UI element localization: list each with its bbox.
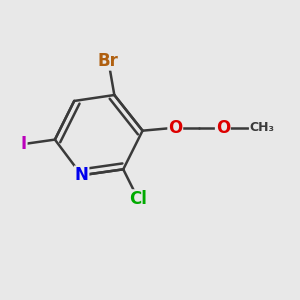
- Text: Br: Br: [98, 52, 119, 70]
- Text: Cl: Cl: [129, 190, 147, 208]
- Text: O: O: [168, 119, 182, 137]
- Text: I: I: [21, 135, 27, 153]
- Text: O: O: [216, 119, 230, 137]
- Text: N: N: [75, 166, 88, 184]
- Text: CH₃: CH₃: [250, 121, 274, 134]
